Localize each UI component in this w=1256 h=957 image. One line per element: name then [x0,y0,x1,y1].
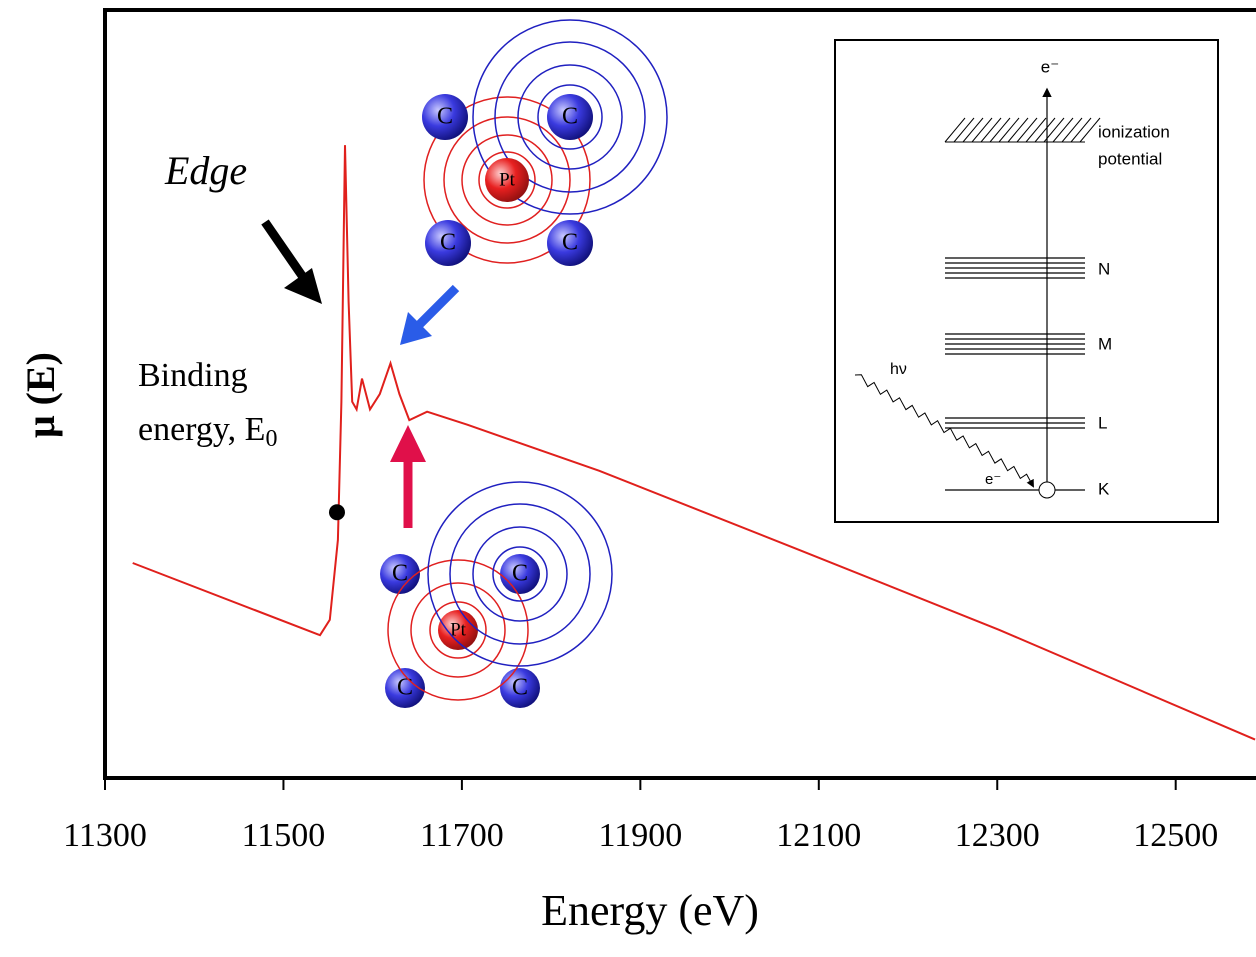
inset-label: e⁻ [1041,57,1059,76]
atom-label: C [562,230,578,256]
core-hole [1039,482,1055,498]
atom-label: C [440,230,456,256]
x-tick-label: 12300 [955,817,1040,854]
inset-label: e⁻ [985,471,1001,488]
edge-marker [329,504,345,520]
inset-box [835,40,1218,522]
edge-arrow [265,222,305,280]
binding-label: Binding [138,357,248,394]
atom-label: C [397,675,413,701]
edge-label: Edge [164,148,247,193]
atom-label: Pt [499,169,516,190]
y-axis-title: μ (E) [18,352,63,438]
red-arrow-head [390,425,426,462]
blue-arrow [418,288,456,326]
level-label: M [1098,334,1112,353]
chart: Energy (eV) μ (E) Edge Binding energy, E… [0,0,1256,952]
inset-label: potential [1098,149,1162,168]
x-tick-label: 12100 [776,817,861,854]
x-tick-label: 11700 [420,817,504,854]
level-label: K [1098,479,1110,498]
atom-label: C [512,675,528,701]
page: Energy (eV) μ (E) Edge Binding energy, E… [0,0,1256,952]
level-label: N [1098,259,1110,278]
inset-label: hν [890,361,907,378]
atom-label: C [512,561,528,587]
atom-label: C [437,104,453,130]
x-tick-label: 11900 [598,817,682,854]
bottom-cluster [388,482,612,700]
x-tick-label: 11300 [63,817,147,854]
x-axis-title: Energy (eV) [541,886,759,935]
inset-label: ionization [1098,122,1170,141]
atom-label: C [562,104,578,130]
level-label: L [1098,413,1107,432]
binding-label: energy, E0 [138,411,277,452]
inset: e⁻ ionization potential N M L K e⁻ hν [835,40,1218,522]
x-tick-label: 12500 [1133,817,1218,854]
x-tick-label: 11500 [242,817,326,854]
